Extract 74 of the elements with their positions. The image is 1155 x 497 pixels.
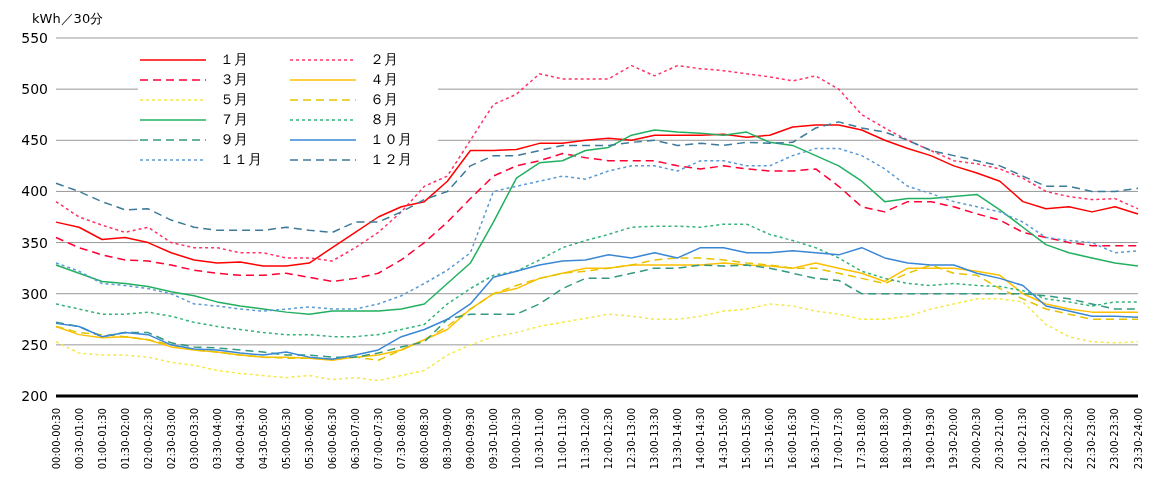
x-tick-label: 17:30-18:00: [856, 408, 868, 470]
x-tick-label: 18:00-18:30: [879, 408, 891, 470]
x-tick-label: 05:00-05:30: [280, 408, 292, 470]
x-tick-label: 02:00-02:30: [142, 408, 154, 470]
x-tick-label: 12:30-13:00: [626, 408, 638, 470]
legend-label: １１月: [220, 151, 262, 169]
line-series: [55, 223, 1139, 338]
x-tick-label: 23:00-23:30: [1109, 408, 1121, 470]
legend-label: １０月: [370, 131, 412, 149]
x-tick-label: 06:30-07:00: [349, 408, 361, 470]
legend-label: ４月: [370, 71, 398, 89]
x-tick-label: 08:30-09:00: [441, 408, 453, 470]
line-series: [55, 152, 1139, 283]
legend-label: ５月: [220, 91, 248, 109]
x-tick-label: 10:00-10:30: [510, 408, 522, 470]
x-tick-label: 21:30-22:00: [1040, 408, 1052, 470]
x-tick-label: 20:30-21:00: [994, 408, 1006, 470]
x-tick-label: 06:00-06:30: [326, 408, 338, 470]
legend-label: ９月: [220, 131, 248, 149]
legend-label: ６月: [370, 91, 398, 109]
y-tick-label: 500: [21, 81, 48, 98]
x-tick-label: 03:30-04:00: [211, 408, 223, 470]
legend-label: ２月: [370, 51, 398, 69]
x-tick-label: 08:00-08:30: [418, 408, 430, 470]
y-tick-label: 550: [21, 29, 48, 46]
x-tick-label: 01:30-02:00: [119, 408, 131, 470]
x-tick-label: 13:30-14:00: [672, 408, 684, 470]
y-axis-title: kWh／30分: [32, 10, 104, 28]
x-tick-label: 16:30-17:00: [810, 408, 822, 470]
x-tick-label: 15:00-15:30: [741, 408, 753, 470]
x-tick-label: 23:30-24:00: [1132, 408, 1144, 470]
line-series: [55, 124, 1139, 267]
x-tick-label: 11:30-12:00: [579, 408, 591, 470]
y-tick-label: 450: [21, 132, 48, 149]
x-tick-label: 17:00-17:30: [833, 408, 845, 470]
legend-label: ８月: [370, 111, 398, 129]
line-series: [55, 64, 1139, 262]
x-tick-label: 04:00-04:30: [234, 408, 246, 470]
x-tick-label: 14:00-14:30: [695, 408, 707, 470]
x-tick-label: 12:00-12:30: [603, 408, 615, 470]
x-tick-label: 18:30-19:00: [902, 408, 914, 470]
x-tick-label: 02:30-03:00: [165, 408, 177, 470]
x-tick-label: 13:00-13:30: [649, 408, 661, 470]
legend-label: １月: [220, 51, 248, 69]
y-tick-label: 350: [21, 234, 48, 251]
x-tick-label: 00:00-00:30: [50, 408, 62, 470]
line-series: [55, 298, 1139, 382]
x-tick-label: 11:00-11:30: [556, 408, 568, 470]
x-tick-label: 20:00-20:30: [971, 408, 983, 470]
x-tick-label: 07:30-08:00: [395, 408, 407, 470]
x-tick-label: 07:00-07:30: [372, 408, 384, 470]
legend-label: １２月: [370, 151, 412, 169]
y-tick-label: 300: [21, 285, 48, 302]
x-tick-label: 03:00-03:30: [188, 408, 200, 470]
x-tick-label: 19:00-19:30: [925, 408, 937, 470]
legend-label: ３月: [220, 71, 248, 89]
y-tick-label: 250: [21, 336, 48, 353]
x-tick-label: 05:30-06:00: [303, 408, 315, 470]
x-tick-label: 21:00-21:30: [1017, 408, 1029, 470]
y-tick-label: 400: [21, 183, 48, 200]
x-tick-label: 19:30-20:00: [948, 408, 960, 470]
x-tick-label: 14:30-15:00: [718, 408, 730, 470]
x-tick-label: 01:00-01:30: [96, 408, 108, 470]
x-tick-label: 22:30-23:00: [1086, 408, 1098, 470]
x-tick-label: 16:00-16:30: [787, 408, 799, 470]
x-tick-label: 00:30-01:00: [73, 408, 85, 470]
y-tick-label: 200: [21, 387, 48, 404]
legend-label: ７月: [220, 111, 248, 129]
x-tick-label: 15:30-16:00: [764, 408, 776, 470]
x-tick-label: 04:30-05:00: [257, 408, 269, 470]
x-tick-label: 10:30-11:00: [533, 408, 545, 470]
x-tick-label: 09:00-09:30: [464, 408, 476, 470]
x-tick-label: 22:00-22:30: [1063, 408, 1075, 470]
x-tick-label: 09:30-10:00: [487, 408, 499, 470]
